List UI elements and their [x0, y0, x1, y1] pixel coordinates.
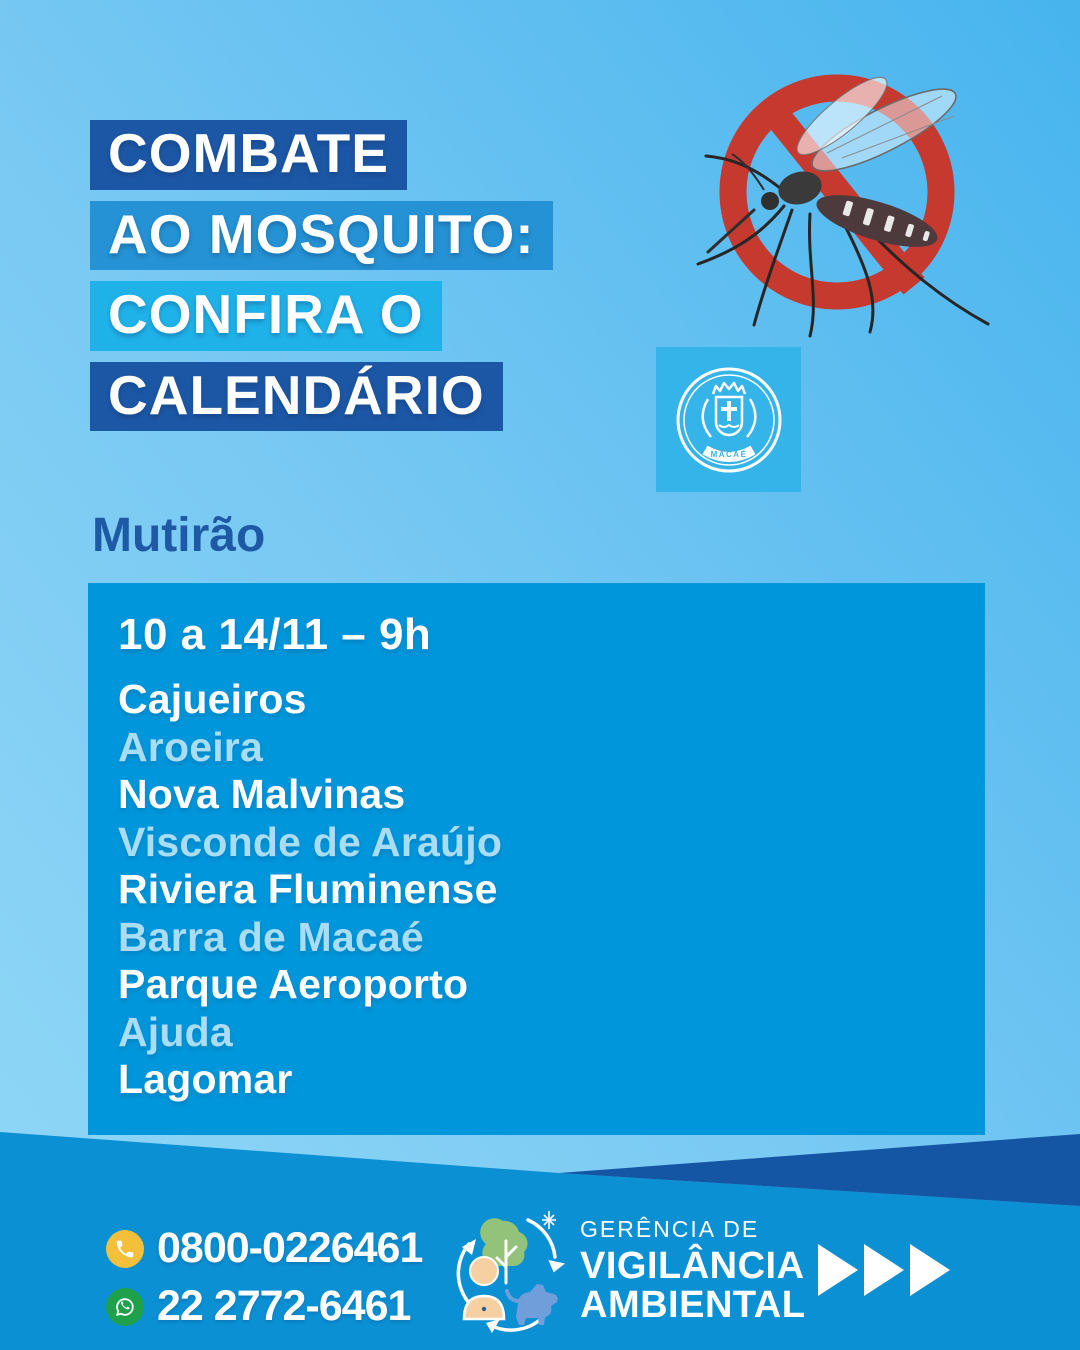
- location-item: Parque Aeroporto: [118, 961, 469, 1007]
- location-item: Aroeira: [118, 723, 263, 770]
- contact-block: 0800-0226461 22 2772-6461: [106, 1224, 423, 1340]
- location-item: Lagomar: [118, 1056, 293, 1102]
- schedule-box: 10 a 14/11 – 9h Cajueiros Aroeira Nova Mal…: [88, 583, 985, 1135]
- footer-background-shapes: [0, 1132, 1080, 1350]
- dog-icon: [505, 1284, 558, 1325]
- triple-play-arrows-icon: [818, 1244, 950, 1296]
- phone-row: 0800-0226461: [106, 1224, 423, 1273]
- phone-icon: [106, 1229, 144, 1268]
- mosquito-icon: [696, 76, 990, 338]
- location-item: Ajuda: [118, 1008, 233, 1055]
- title-line-3: CONFIRA O: [90, 281, 442, 351]
- phone-number: 0800-0226461: [157, 1224, 423, 1272]
- location-item: Visconde de Araújo: [118, 818, 503, 865]
- org-name-line2: AMBIENTAL: [580, 1284, 806, 1327]
- org-name-line1: VIGILÂNCIA: [580, 1245, 805, 1287]
- macae-crest-icon: MACAÉ: [676, 367, 781, 472]
- section-heading: Mutirão: [92, 509, 266, 562]
- location-list: Cajueiros Aroeira Nova Malvinas Visconde de…: [118, 676, 965, 1104]
- person-icon: [462, 1256, 506, 1321]
- mosquito-sparkle-icon: [542, 1211, 556, 1229]
- title-line-2: AO MOSQUITO:: [90, 200, 553, 270]
- location-item: Riviera Fluminense: [118, 866, 498, 912]
- no-mosquito-graphic: [692, 38, 1080, 343]
- whatsapp-icon: [106, 1287, 144, 1326]
- org-name-small: GERÊNCIA DE: [580, 1216, 760, 1242]
- crest-city-name: MACAÉ: [710, 450, 747, 459]
- title-line-4: CALENDÁRIO: [90, 361, 503, 431]
- title-block: COMBATE AO MOSQUITO: CONFIRA O CALENDÁRI…: [90, 120, 553, 442]
- title-line-1: COMBATE: [90, 120, 407, 190]
- tree-icon: [480, 1218, 528, 1285]
- no-mosquito-sign-icon: [696, 74, 990, 338]
- date-range: 10 a 14/11 – 9h: [118, 610, 432, 659]
- org-name-block: GERÊNCIA DE VIGILÂNCIA AMBIENTAL: [580, 1216, 805, 1325]
- whatsapp-number: 22 2772-6461: [157, 1282, 411, 1330]
- whatsapp-row: 22 2772-6461: [106, 1282, 422, 1331]
- location-item: Barra de Macaé: [118, 913, 424, 960]
- vigilancia-ambiental-logo-icon: [456, 1211, 565, 1333]
- macae-crest-badge: MACAÉ: [656, 347, 801, 492]
- location-item: Nova Malvinas: [118, 771, 406, 817]
- prohibition-sign-icon: [719, 74, 955, 310]
- location-item: Cajueiros: [118, 676, 307, 722]
